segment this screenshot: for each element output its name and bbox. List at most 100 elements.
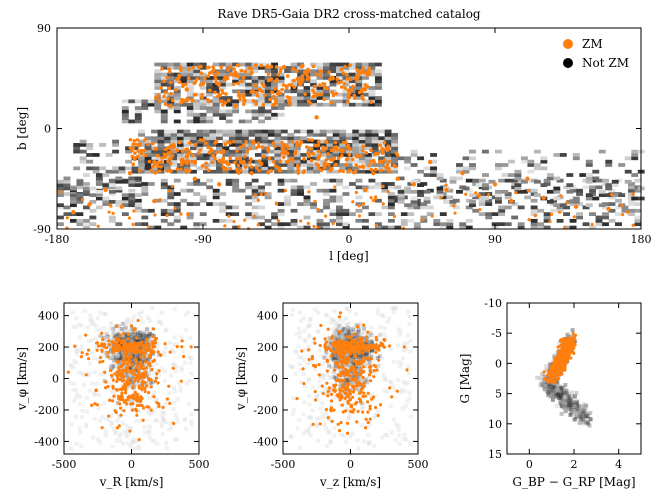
zm-point [242,95,246,99]
zm-point [253,215,256,218]
zm-point [131,409,134,412]
density-cell [343,212,350,216]
density-cell [83,173,90,177]
density-cell [424,190,431,194]
density-cell [298,336,302,340]
density-cell [284,199,291,203]
density-cell [167,63,174,67]
density-cell [164,328,168,332]
density-cell [304,199,311,203]
density-cell [166,427,170,431]
density-cell [310,79,317,83]
zm-point [242,143,246,147]
zm-point [332,94,336,98]
zm-point [365,85,369,89]
density-cell [281,163,288,167]
density-cell [242,146,249,150]
density-cell [206,103,213,107]
zm-point [347,95,351,99]
zm-point [281,146,285,150]
zm-point [354,154,358,158]
density-cell [57,193,64,197]
density-cell [242,170,249,174]
density-cell [376,308,380,312]
density-cell [93,170,100,174]
zm-point [153,213,156,216]
density-cell [589,189,596,193]
zm-point [144,390,147,393]
density-cell [252,79,259,83]
density-cell [189,419,193,423]
density-cell [206,106,213,110]
zm-point [226,140,230,144]
zm-point [300,140,304,144]
zm-point [128,360,131,363]
density-cell [158,130,165,134]
density-cell [355,209,362,213]
density-cell [154,103,161,107]
zm-point [272,141,276,145]
density-cell [158,143,165,147]
density-cell [271,216,278,220]
density-cell [466,179,473,183]
zm-point [243,219,246,222]
zm-point [158,99,162,103]
density-cell [123,329,127,333]
zm-point [158,169,162,173]
zm-point [326,152,330,156]
zm-point [132,369,135,372]
zm-point [253,84,257,88]
zm-point [122,379,125,382]
zm-point [115,325,118,328]
zm-point [283,150,287,154]
zm-point [118,402,121,405]
zm-point [156,161,160,165]
density-cell [333,133,340,137]
density-cell [352,133,359,137]
zm-point [317,208,320,211]
density-cell [589,212,596,216]
density-cell [287,170,294,174]
density-cell [128,200,135,204]
density-cell [469,156,476,160]
density-cell [109,200,116,204]
density-cell [291,222,298,226]
zm-point [127,344,130,347]
zm-point [188,151,192,155]
density-cell [635,179,642,183]
density-cell [495,200,502,204]
density-cell [365,133,372,137]
zm-point [157,381,160,384]
density-cell [336,206,343,210]
zm-point [221,165,225,169]
density-cell [323,189,330,193]
density-cell [291,209,298,213]
zm-point [374,168,378,172]
zm-point [171,154,175,158]
zm-point [120,204,124,208]
density-cell [154,79,161,83]
zm-point [97,225,100,228]
density-cell [514,173,521,177]
density-cell [189,371,193,375]
density-cell [586,173,593,177]
density-cell [278,106,285,110]
zm-point [369,100,373,104]
zm-point [324,158,328,162]
density-cell [106,170,113,174]
density-cell [148,209,155,213]
x-tick-label: 90 [488,233,502,246]
density-cell [352,143,359,147]
density-cell [330,199,337,203]
density-cell [158,146,165,150]
density-cell [333,136,340,140]
density-cell [310,69,317,73]
density-cell [89,209,96,213]
zm-point [274,164,278,168]
density-cell [258,185,265,189]
zm-point [214,77,218,81]
zm-point [238,157,242,161]
zm-point [632,224,635,227]
zm-point [332,222,335,225]
density-cell [138,163,145,167]
